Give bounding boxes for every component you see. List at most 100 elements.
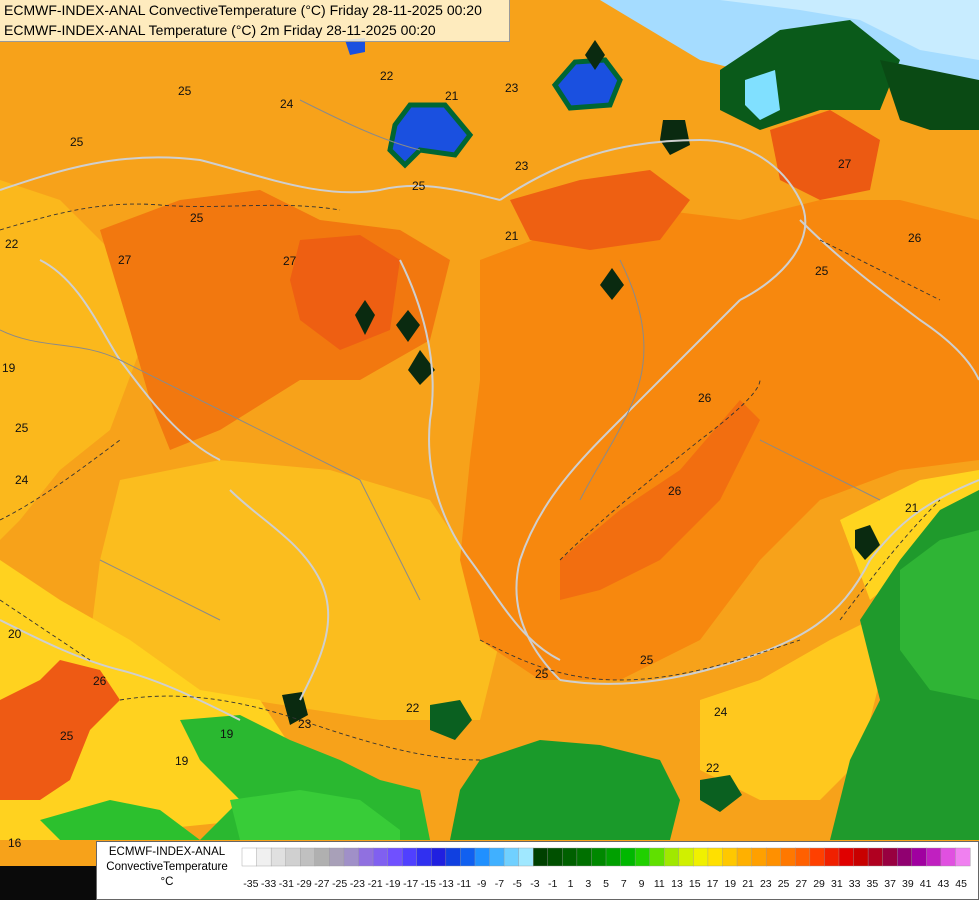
legend-color-swatch <box>372 847 389 867</box>
region-warm-south <box>90 460 500 720</box>
legend-color-swatch <box>300 847 316 867</box>
legend-tick-label: -25 <box>332 878 347 890</box>
dark-cell-4 <box>600 268 624 300</box>
region-north-green-2 <box>880 60 979 130</box>
legend-color-swatch <box>256 847 272 867</box>
legend-tick-label: 21 <box>742 878 754 890</box>
legend-tick-label: -15 <box>421 878 436 890</box>
legend-color-swatch <box>634 847 651 867</box>
dark-cell-3 <box>408 350 435 385</box>
legend-tick-label: 5 <box>603 878 609 890</box>
legend-tick-label: -9 <box>477 878 486 890</box>
legend-color-swatch <box>664 847 680 867</box>
contour-label: 24 <box>714 705 728 719</box>
legend-color-swatch <box>489 847 505 867</box>
legend-tick-label: 45 <box>955 878 967 890</box>
legend-tick-label: 9 <box>639 878 645 890</box>
contour-label: 21 <box>445 89 459 103</box>
legend-color-swatch <box>387 847 403 867</box>
contour-label: 27 <box>838 157 852 171</box>
legend-tick-label: 11 <box>654 878 665 890</box>
legend-tick-label: -35 <box>243 878 258 890</box>
legend-color-swatch <box>722 847 738 867</box>
dark-cell-10 <box>700 775 742 812</box>
dark-cell-6 <box>660 120 690 155</box>
legend-tick-label: -13 <box>439 878 454 890</box>
contour-label: 25 <box>190 211 204 225</box>
legend-tick-label: 3 <box>585 878 591 890</box>
legend-color-swatch <box>897 847 913 867</box>
legend-color-swatch <box>867 847 884 867</box>
legend-color-swatch <box>401 847 418 867</box>
legend-tick-label: -21 <box>368 878 383 890</box>
contour-label: 22 <box>406 701 420 715</box>
contour-label: 26 <box>668 484 682 498</box>
legend-color-swatch <box>911 847 927 867</box>
legend-tick-label: 39 <box>902 878 914 890</box>
region-north-cyan-patch <box>745 70 780 120</box>
legend-tick-label: -29 <box>297 878 312 890</box>
legend-color-swatch <box>503 847 520 867</box>
legend-color-swatch <box>882 847 898 867</box>
legend-color-swatch <box>285 847 301 867</box>
legend-color-swatch <box>343 847 359 867</box>
legend-tick-label: 1 <box>568 878 574 890</box>
legend-color-swatch <box>314 847 330 867</box>
contour-label: 25 <box>535 667 549 681</box>
dark-cell-5 <box>585 40 605 70</box>
region-yellow-e <box>840 470 979 600</box>
contour-label: 23 <box>515 159 529 173</box>
legend-tick-label: -17 <box>403 878 418 890</box>
legend-tick-label: 41 <box>920 878 932 890</box>
legend-color-swatch <box>649 847 665 867</box>
region-south-green-sw <box>40 800 200 840</box>
legend-title-line-3: °C <box>160 876 174 888</box>
legend-color-swatch <box>765 847 782 867</box>
legend-color-swatch <box>576 847 592 867</box>
legend-tick-label: 25 <box>778 878 790 890</box>
legend-color-swatch <box>926 847 942 867</box>
contour-label: 16 <box>8 836 22 850</box>
contour-labels: 25 25 22 24 21 23 25 23 27 27 26 25 25 2… <box>2 69 922 850</box>
legend-color-swatch <box>474 847 491 867</box>
bottom-left-strip <box>0 866 96 900</box>
legend-color-swatch <box>591 847 607 867</box>
legend-tick-label: -19 <box>385 878 400 890</box>
map-title-box: ECMWF-INDEX-ANAL ConvectiveTemperature (… <box>0 0 510 42</box>
contour-label: 27 <box>118 253 132 267</box>
region-hotter-north <box>510 170 690 250</box>
region-hot-band <box>560 400 760 600</box>
legend-color-swatch <box>853 847 869 867</box>
contour-label: 22 <box>5 237 19 251</box>
contour-label: 25 <box>815 264 829 278</box>
legend-color-swatch <box>270 847 287 867</box>
contour-label: 25 <box>60 729 74 743</box>
contour-label: 27 <box>283 254 297 268</box>
contour-label: 25 <box>15 421 29 435</box>
legend-color-swatch <box>620 847 636 867</box>
legend-color-swatch <box>416 847 432 867</box>
contour-label: 24 <box>15 473 29 487</box>
legend-color-swatch <box>241 847 258 867</box>
legend-tick-label: 35 <box>866 878 878 890</box>
legend-color-swatch <box>678 847 694 867</box>
legend-tick-label: 19 <box>724 878 736 890</box>
legend-tick-label: -23 <box>350 878 365 890</box>
color-legend: ECMWF-INDEX-ANAL ConvectiveTemperature °… <box>96 841 979 900</box>
contour-label: 23 <box>298 717 312 731</box>
legend-tick-label: 33 <box>849 878 861 890</box>
legend-scale: -35 -33 -31 -29 -27 -25 -23 -21 -19 -17 -15 -13 -11-… <box>241 847 971 890</box>
contour-label: 24 <box>280 97 294 111</box>
legend-tick-label: 31 <box>831 878 843 890</box>
legend-title-line-2: ConvectiveTemperature <box>106 861 228 873</box>
legend-tick-label: 37 <box>884 878 896 890</box>
legend-color-swatch <box>460 847 476 867</box>
contour-label: 21 <box>505 229 519 243</box>
legend-color-swatch <box>736 847 753 867</box>
dark-cell-1 <box>355 300 375 335</box>
legend-color-swatch <box>751 847 767 867</box>
contour-label: 25 <box>640 653 654 667</box>
legend-tick-label: 7 <box>621 878 627 890</box>
region-hotter-northeast <box>770 110 880 200</box>
region-south-green-east-2 <box>900 530 979 700</box>
